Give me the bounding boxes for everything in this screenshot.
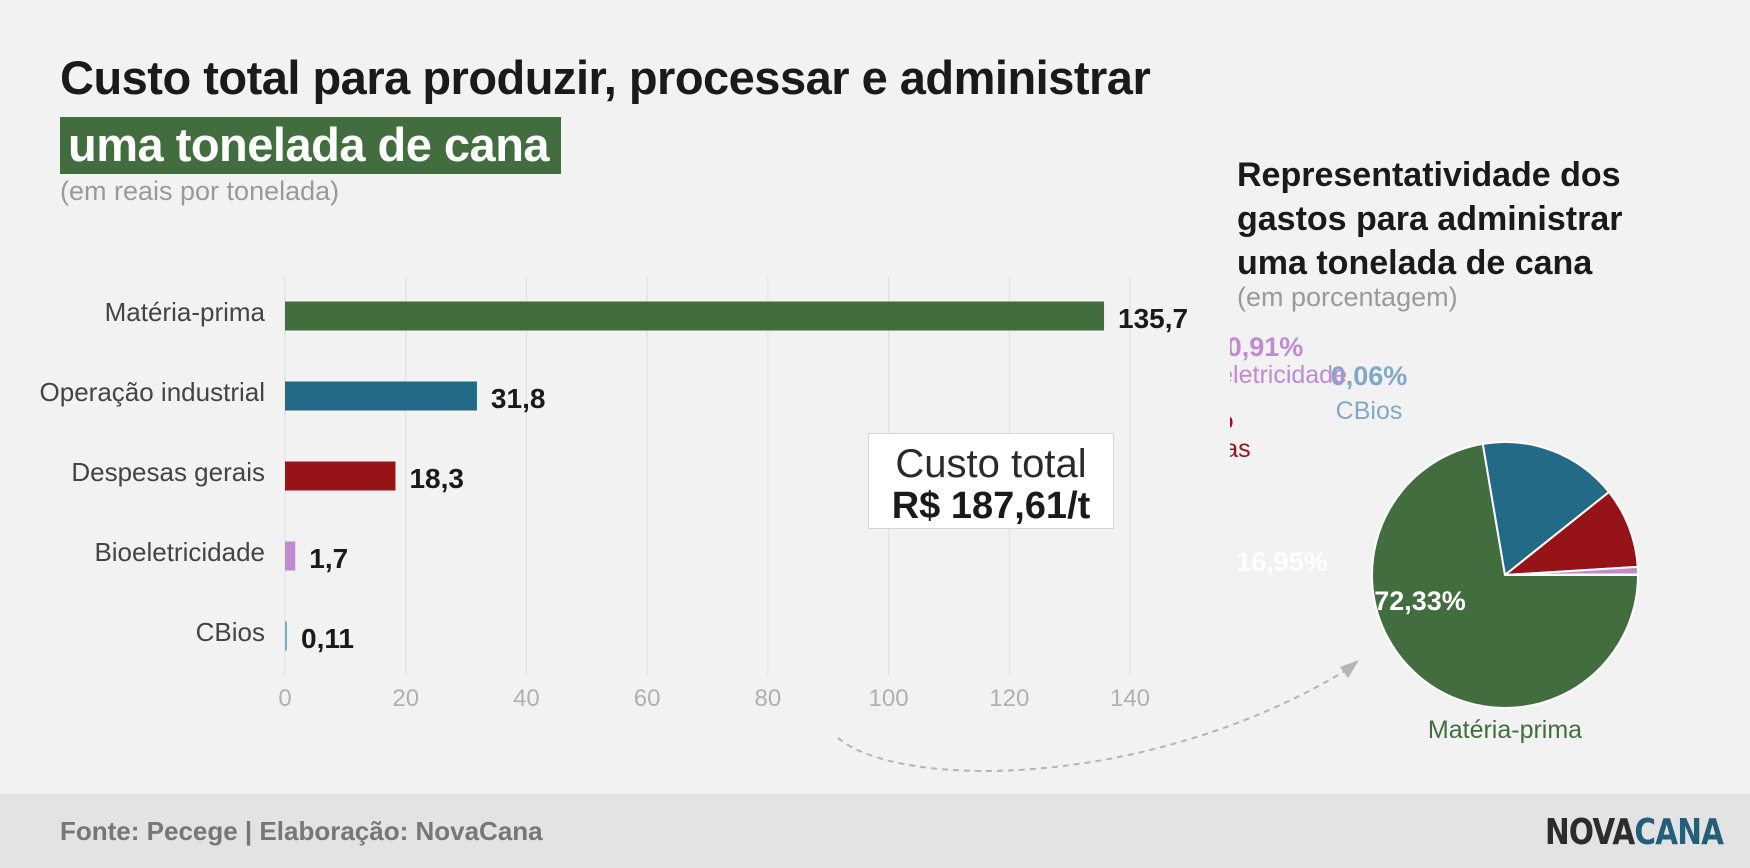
pie-slice (1481, 441, 1610, 576)
bar-chart: 0 20 40 60 80 100 120 140 Matéria-prima 135,7 Oper… (40, 276, 1188, 712)
slice-category-label: Despesas (1230, 435, 1251, 463)
source-text: Fonte: Pecege | Elaboração: NovaCana (60, 816, 543, 846)
category-label: Despesas gerais (71, 457, 265, 487)
total-cost-box: Custo total R$ 187,61/t (868, 433, 1114, 529)
x-tick-label: 0 (278, 685, 291, 712)
x-tick-label: 40 (513, 685, 540, 712)
slice-value-label: 72,33% (1374, 586, 1466, 616)
category-label: Bioeletricidade (94, 537, 265, 567)
slice-value-label: 0,91% (1230, 332, 1303, 362)
category-label: Operação industrial (40, 377, 265, 407)
pie-chart: 72,33%16,95%9,75%0,91%0,06%Operaçãoindus… (1230, 332, 1640, 744)
bar (285, 461, 396, 491)
slice-category-label: Matéria-prima (1428, 716, 1582, 744)
bar-value-label: 0,11 (301, 623, 354, 654)
slice-category-label: Bioeletricidade (1230, 361, 1347, 389)
bar-value-label: 31,8 (491, 383, 545, 414)
pie-slice (1504, 573, 1640, 576)
logo-part-cana: CANA (1634, 812, 1724, 853)
x-tick-label: 120 (989, 685, 1029, 712)
x-tick-label: 60 (634, 685, 661, 712)
bar (285, 301, 1105, 331)
bar (285, 541, 296, 571)
total-cost-label: Custo total (895, 442, 1087, 486)
slice-category-label: CBios (1336, 397, 1403, 425)
total-cost-value: R$ 187,61/t (891, 485, 1091, 527)
slice-value-label: 9,75% (1230, 404, 1233, 434)
bar-value-label: 1,7 (309, 543, 348, 574)
x-tick-label: 100 (869, 685, 909, 712)
pie-chart-title: Representatividade dos gastos para admin… (1237, 156, 1623, 282)
novacana-logo: NOVACANA (1545, 812, 1724, 853)
footer: Fonte: Pecege | Elaboração: NovaCana NOV… (0, 794, 1750, 868)
bar (285, 621, 287, 651)
slice-value-label: 16,95% (1236, 547, 1328, 577)
bar-value-label: 18,3 (409, 463, 464, 494)
bar (285, 381, 477, 411)
chart-title-line1: Custo total para produzir, processar e a… (60, 51, 1151, 104)
chart-title-line2: uma tonelada de cana (60, 117, 562, 174)
pie-slice (1504, 491, 1639, 576)
category-label: Matéria-prima (105, 297, 266, 327)
x-tick-label: 20 (392, 685, 419, 712)
pie-chart-subtitle: (em porcentagem) (1237, 282, 1458, 312)
x-tick-label: 80 (755, 685, 782, 712)
logo-part-nova: NOVA (1545, 812, 1635, 853)
category-label: CBios (196, 617, 265, 647)
x-tick-label: 140 (1110, 685, 1150, 712)
bar-value-label: 135,7 (1118, 303, 1188, 334)
slice-value-label: 0,06% (1331, 361, 1408, 391)
chart-subtitle: (em reais por tonelada) (60, 176, 340, 206)
